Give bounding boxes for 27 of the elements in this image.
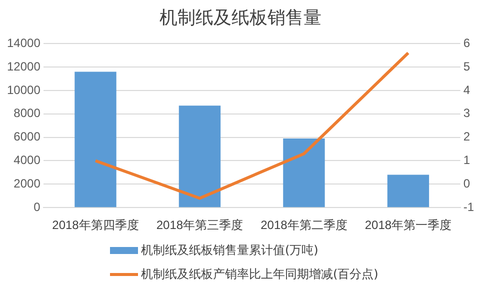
y2-tick-label: 5 — [463, 59, 470, 74]
y-tick-label: 12000 — [6, 59, 41, 74]
x-tick-label: 2018年第一季度 — [364, 218, 452, 232]
y-tick-label: 2000 — [14, 176, 41, 190]
y-tick-label: 8000 — [14, 106, 41, 120]
bar — [74, 72, 116, 208]
y-tick-label: 14000 — [6, 36, 41, 50]
bar — [283, 138, 325, 208]
x-tick-label: 2018年第三季度 — [156, 218, 244, 232]
legend-label: 机制纸及纸板产销率比上年同期增减(百分点) — [141, 266, 378, 282]
y2-tick-label: -1 — [463, 200, 474, 214]
y-tick-label: 6000 — [14, 130, 41, 144]
y2-tick-label: 2 — [463, 130, 470, 144]
legend-label: 机制纸及纸板销售量累计值(万吨) — [141, 242, 318, 258]
chart-title: 机制纸及纸板销售量 — [160, 7, 322, 28]
y-tick-label: 0 — [34, 200, 41, 214]
bar — [178, 106, 221, 208]
y2-tick-label: 3 — [463, 106, 470, 120]
bar — [387, 174, 430, 208]
x-tick-label: 2018年第四季度 — [52, 218, 139, 232]
y-tick-label: 4000 — [14, 153, 41, 168]
x-tick-label: 2018年第二季度 — [260, 218, 348, 232]
y2-tick-label: 1 — [463, 153, 470, 168]
y2-tick-label: 0 — [463, 176, 470, 190]
y-tick-label: 10000 — [6, 82, 41, 97]
y2-tick-label: 4 — [463, 82, 470, 97]
y2-tick-label: 6 — [463, 36, 470, 50]
